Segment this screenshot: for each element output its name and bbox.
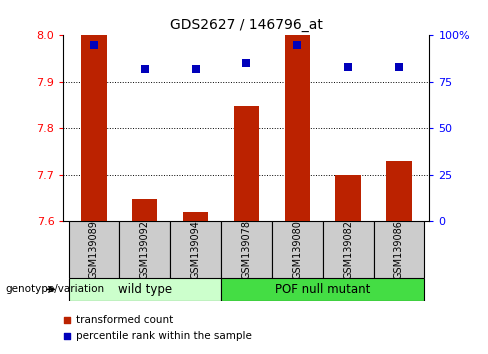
Bar <box>221 278 425 301</box>
Bar <box>132 199 158 221</box>
Bar <box>81 35 107 221</box>
Text: GSM139078: GSM139078 <box>242 220 251 279</box>
Point <box>63 333 71 339</box>
Bar <box>323 221 373 278</box>
Bar <box>221 221 272 278</box>
Point <box>293 42 301 47</box>
Bar <box>170 221 221 278</box>
Point <box>141 66 149 72</box>
Point <box>90 42 98 47</box>
Text: GSM139082: GSM139082 <box>343 220 353 279</box>
Text: GSM139094: GSM139094 <box>191 220 201 279</box>
Text: genotype/variation: genotype/variation <box>5 284 104 295</box>
Point <box>63 318 71 323</box>
Text: GSM139086: GSM139086 <box>394 220 404 279</box>
Title: GDS2627 / 146796_at: GDS2627 / 146796_at <box>170 18 323 32</box>
Bar <box>120 221 170 278</box>
Text: GSM139080: GSM139080 <box>292 220 302 279</box>
Bar <box>272 221 323 278</box>
Text: GSM139089: GSM139089 <box>89 220 99 279</box>
Text: POF null mutant: POF null mutant <box>275 283 370 296</box>
Bar <box>183 212 208 221</box>
Point <box>192 66 200 72</box>
Point <box>243 61 250 66</box>
Text: transformed count: transformed count <box>76 315 173 325</box>
Point <box>344 64 352 70</box>
Bar <box>373 221 425 278</box>
Text: wild type: wild type <box>118 283 172 296</box>
Bar <box>234 106 259 221</box>
Bar <box>335 175 361 221</box>
Text: percentile rank within the sample: percentile rank within the sample <box>76 331 251 341</box>
Bar <box>68 221 120 278</box>
Point <box>395 64 403 70</box>
Text: GSM139092: GSM139092 <box>140 220 150 279</box>
Bar <box>68 278 221 301</box>
Bar <box>285 35 310 221</box>
Bar <box>386 161 412 221</box>
